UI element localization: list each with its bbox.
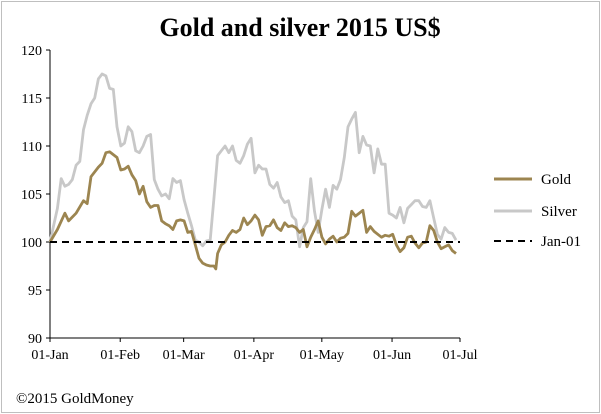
y-tick-label: 105 [21,188,42,203]
legend-label-silver: Silver [541,204,577,220]
y-tick-label: 120 [21,44,42,59]
copyright-footer: ©2015 GoldMoney [16,391,134,407]
legend-label-jan-01: Jan-01 [541,234,581,250]
y-tick-label: 100 [21,236,42,251]
x-tick-label: 01-Mar [163,348,205,363]
x-tick-label: 01-Jan [31,348,68,363]
y-tick-label: 90 [28,332,42,347]
series-line-gold [48,150,457,271]
legend: Gold Silver Jan-01 [494,172,581,250]
series-line-silver [48,72,458,249]
plot-area: 90 95 100 105 110 115 120 01-Jan 01-Feb 01-Mar 01-… [21,44,478,363]
legend-label-gold: Gold [541,172,572,188]
x-tick-label: 01-Feb [100,348,140,363]
y-tick-label: 110 [22,140,42,155]
x-tick-label: 01-Apr [234,348,275,363]
x-tick-label: 01-Jul [443,348,478,363]
y-tick-label: 95 [28,284,42,299]
x-tick-label: 01-Jun [373,348,411,363]
chart-title: Gold and silver 2015 US$ [159,13,440,42]
y-tick-label: 115 [22,92,42,107]
x-tick-label: 01-May [300,348,344,363]
